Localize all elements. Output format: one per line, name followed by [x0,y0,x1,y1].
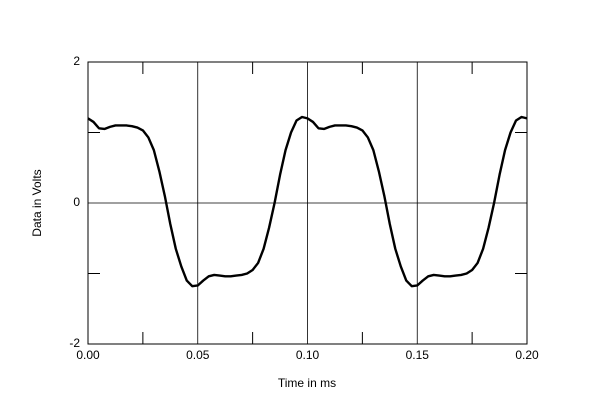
x-tick-label: 0.20 [515,348,539,362]
y-tick-label: -2 [69,336,80,350]
x-tick-label: 0.05 [186,348,210,362]
data-line [87,115,528,288]
plot-frame [87,61,528,345]
y-tick-label: 0 [73,195,80,209]
x-tick-label: 0.15 [406,348,430,362]
y-tick-label: 2 [73,54,80,68]
x-tick-label: 0.00 [76,348,100,362]
y-axis-label: Data in Volts [30,169,44,236]
x-axis-label: Time in ms [278,376,336,390]
x-tick-label: 0.10 [296,348,320,362]
